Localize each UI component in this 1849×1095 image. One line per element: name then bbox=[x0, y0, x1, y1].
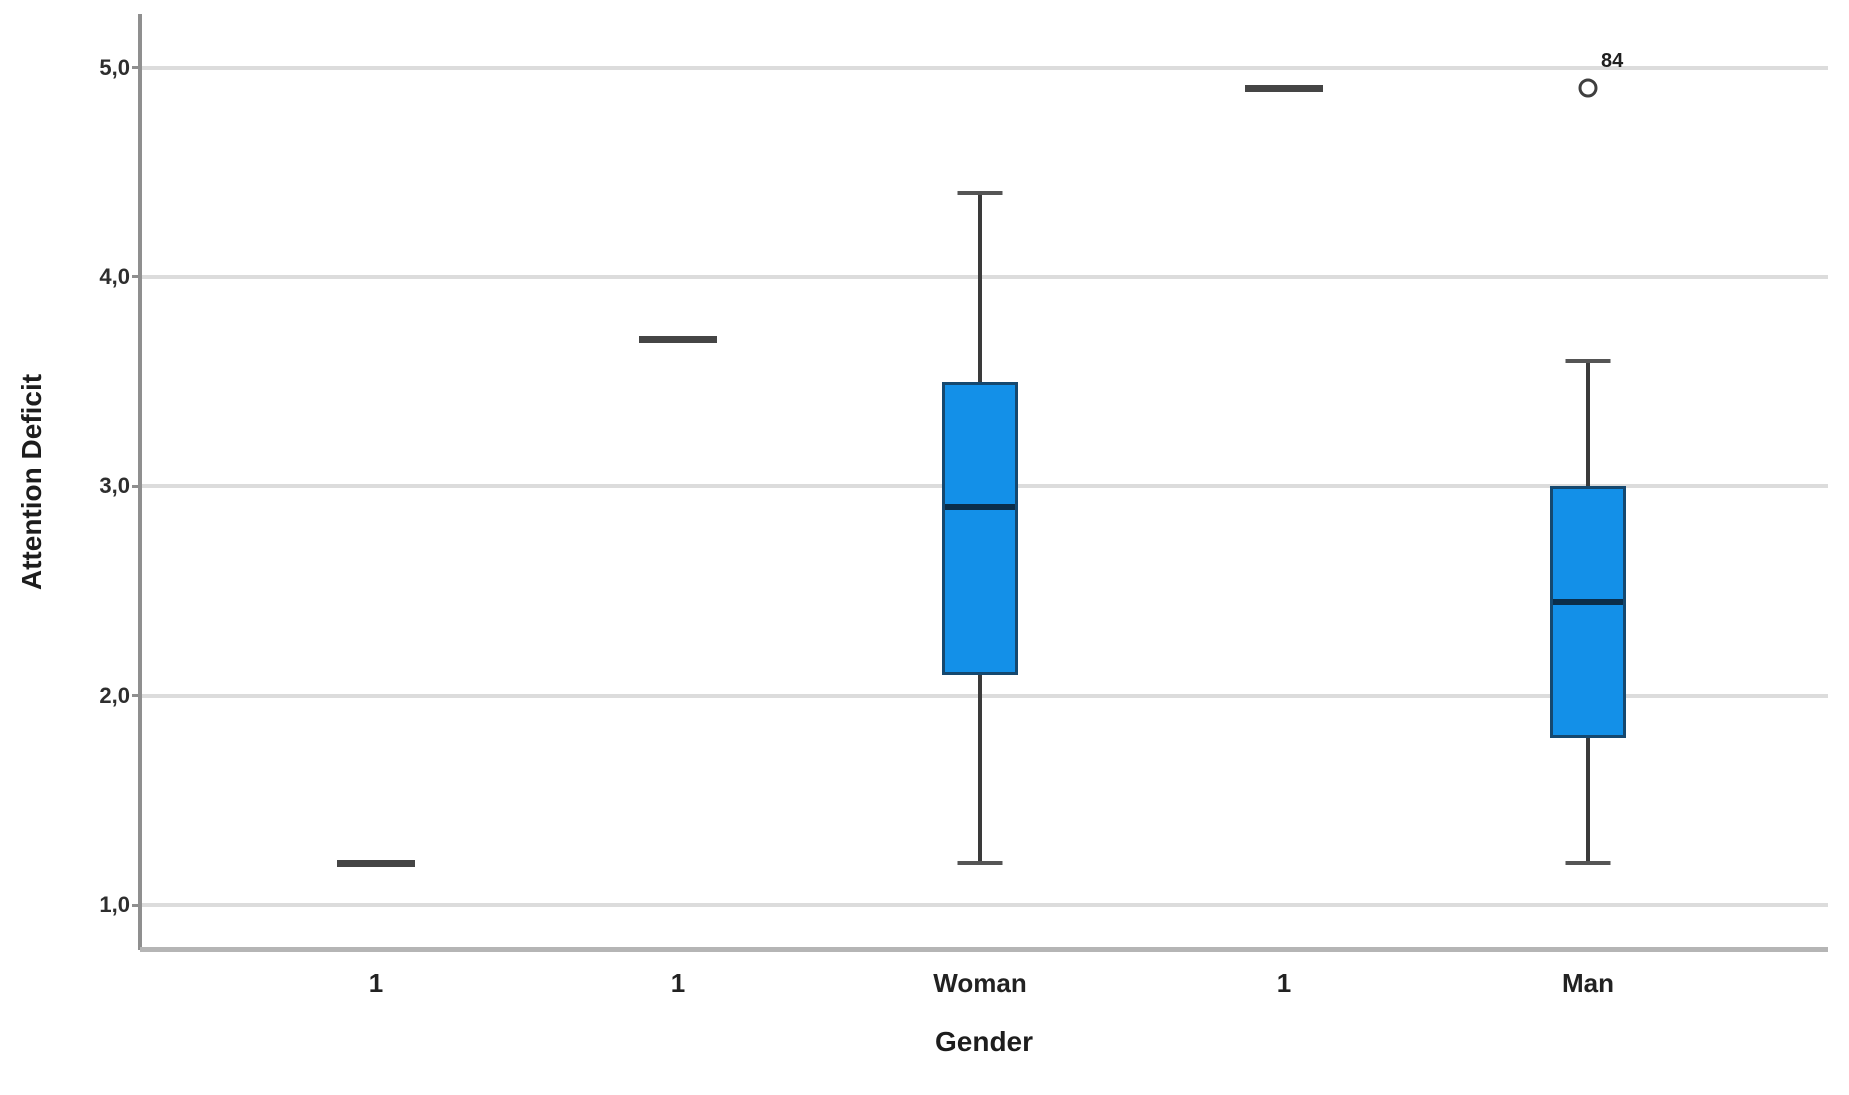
x-axis-line bbox=[140, 947, 1828, 952]
x-category-label: 1 bbox=[1276, 968, 1292, 998]
upper-whisker-man bbox=[1586, 360, 1590, 487]
y-tick-label: 5,0 bbox=[99, 54, 130, 80]
box-woman bbox=[942, 381, 1018, 675]
x-category-label: 1 bbox=[368, 968, 384, 998]
y-axis-line bbox=[138, 14, 142, 950]
x-category-label: 1 bbox=[670, 968, 686, 998]
gridline bbox=[140, 903, 1828, 908]
y-tick-label: 4,0 bbox=[99, 263, 130, 289]
single-value-line-1 bbox=[337, 859, 415, 867]
gridline bbox=[140, 274, 1828, 279]
box-man bbox=[1550, 486, 1626, 738]
y-tick-label: 2,0 bbox=[99, 682, 130, 708]
upper-whisker-cap-woman bbox=[957, 191, 1003, 196]
lower-whisker-man bbox=[1586, 737, 1590, 864]
y-tick-mark bbox=[132, 275, 141, 279]
y-tick-mark bbox=[132, 694, 141, 698]
y-tick-mark bbox=[132, 903, 141, 907]
lower-whisker-woman bbox=[978, 674, 982, 864]
lower-whisker-cap-man bbox=[1565, 861, 1611, 866]
outlier-point-man bbox=[1578, 78, 1598, 98]
lower-whisker-cap-woman bbox=[957, 861, 1003, 866]
median-woman bbox=[945, 504, 1015, 511]
y-tick-label: 1,0 bbox=[99, 892, 130, 918]
outlier-label-man: 84 bbox=[1601, 50, 1624, 73]
single-value-line-1 bbox=[639, 336, 717, 344]
x-category-label: Woman bbox=[933, 968, 1027, 998]
x-category-label: Man bbox=[1562, 968, 1614, 998]
x-axis-title: Gender bbox=[934, 1026, 1034, 1057]
upper-whisker-woman bbox=[978, 193, 982, 382]
gridline bbox=[140, 693, 1828, 698]
y-axis-title: Attention Deficit bbox=[16, 373, 47, 591]
y-tick-mark bbox=[132, 484, 141, 488]
y-tick-mark bbox=[132, 66, 141, 69]
single-value-line-1 bbox=[1245, 84, 1323, 92]
upper-whisker-cap-man bbox=[1565, 358, 1611, 363]
median-man bbox=[1553, 598, 1623, 605]
gridline bbox=[140, 65, 1828, 70]
y-tick-label: 3,0 bbox=[99, 473, 130, 499]
